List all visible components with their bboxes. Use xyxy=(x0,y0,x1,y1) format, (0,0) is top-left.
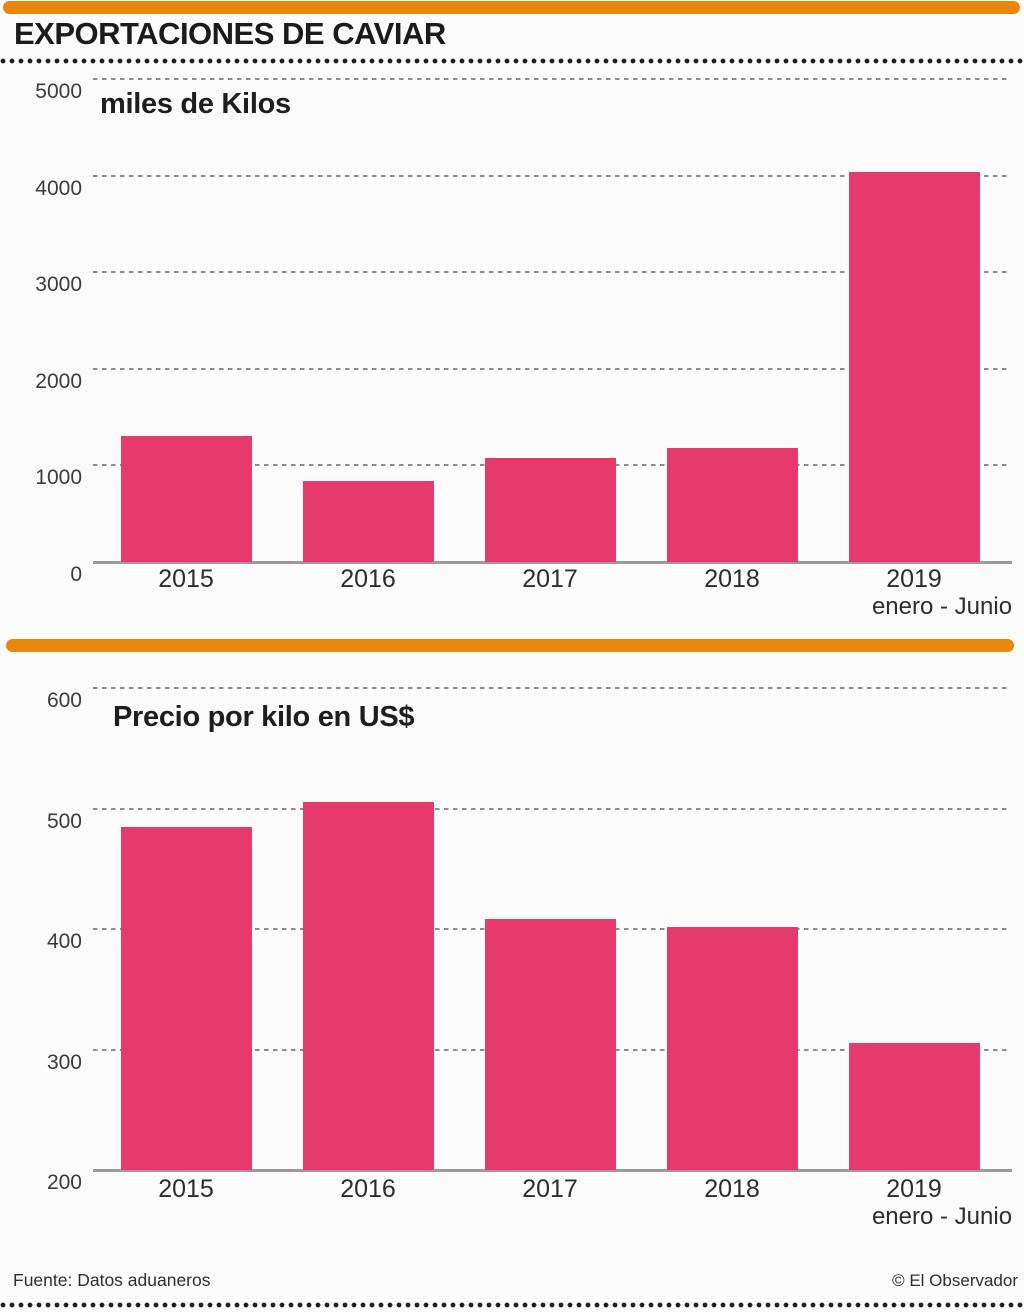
x-tick-label-2016-chart1: 2016 xyxy=(340,565,396,593)
y-tick-label-200-chart2: 200 xyxy=(46,1171,82,1194)
bar-2019-chart2 xyxy=(848,1043,980,1170)
y-tick-label-5000-chart1: 5000 xyxy=(35,80,82,103)
x-tick-label-2015-chart1: 2015 xyxy=(158,565,214,593)
bar-2019-chart1 xyxy=(848,171,980,562)
y-tick-label-3000-chart1: 3000 xyxy=(35,273,82,297)
bar-2018-chart2 xyxy=(666,926,798,1170)
y-tick-label-500-chart2: 500 xyxy=(46,809,82,833)
y-tick-label-600-chart2: 600 xyxy=(46,689,82,712)
gridline-3000-chart1 xyxy=(93,271,1008,274)
y-tick-label-300-chart2: 300 xyxy=(46,1050,82,1074)
section-divider-bar xyxy=(6,639,1014,652)
bar-2016-chart1 xyxy=(302,481,434,562)
source-text: Fuente: Datos aduaneros xyxy=(13,1270,211,1290)
bar-2017-chart2 xyxy=(484,919,616,1170)
bar-2015-chart2 xyxy=(120,826,252,1170)
bar-2016-chart2 xyxy=(302,802,434,1170)
bar-2017-chart1 xyxy=(484,457,616,562)
x-tick-label-2018-chart2: 2018 xyxy=(704,1175,760,1203)
gridline-5000-chart1 xyxy=(93,78,1008,80)
x-tick-label-2016-chart2: 2016 xyxy=(340,1175,396,1203)
x-axis-note-chart2: enero - Junio xyxy=(871,1203,1013,1230)
chart2-title: Precio por kilo en US$ xyxy=(113,701,415,733)
credit-text: © El Observador xyxy=(892,1271,1018,1290)
page-title: EXPORTACIONES DE CAVIAR xyxy=(14,16,446,51)
gridline-2000-chart1 xyxy=(93,367,1008,370)
x-tick-label-2017-chart1: 2017 xyxy=(522,565,578,593)
gridline-600-chart2 xyxy=(93,687,1008,689)
x-axis-baseline-chart2 xyxy=(93,1169,1012,1172)
x-axis-baseline-chart1 xyxy=(93,561,1012,564)
x-axis-note-chart1: enero - Junio xyxy=(871,593,1013,620)
y-tick-label-1000-chart1: 1000 xyxy=(35,466,82,490)
x-tick-label-2018-chart1: 2018 xyxy=(704,565,760,593)
top-accent-bar xyxy=(3,1,1020,14)
y-tick-label-0-chart1: 0 xyxy=(70,563,82,586)
gridline-4000-chart1 xyxy=(93,174,1008,177)
bar-2015-chart1 xyxy=(120,436,252,562)
x-tick-label-2019-chart1: 2019 xyxy=(886,565,942,593)
y-tick-label-400-chart2: 400 xyxy=(46,930,82,953)
gridline-500-chart2 xyxy=(93,807,1008,810)
y-tick-label-4000-chart1: 4000 xyxy=(35,176,82,200)
x-tick-label-2015-chart2: 2015 xyxy=(158,1175,214,1203)
x-tick-label-2017-chart2: 2017 xyxy=(522,1175,578,1203)
chart1-title: miles de Kilos xyxy=(100,88,291,120)
bar-2018-chart1 xyxy=(666,448,798,562)
title-divider-dotted xyxy=(0,58,1024,64)
bottom-divider-dotted xyxy=(0,1302,1024,1308)
x-tick-label-2019-chart2: 2019 xyxy=(886,1175,942,1203)
y-tick-label-2000-chart1: 2000 xyxy=(35,369,82,393)
